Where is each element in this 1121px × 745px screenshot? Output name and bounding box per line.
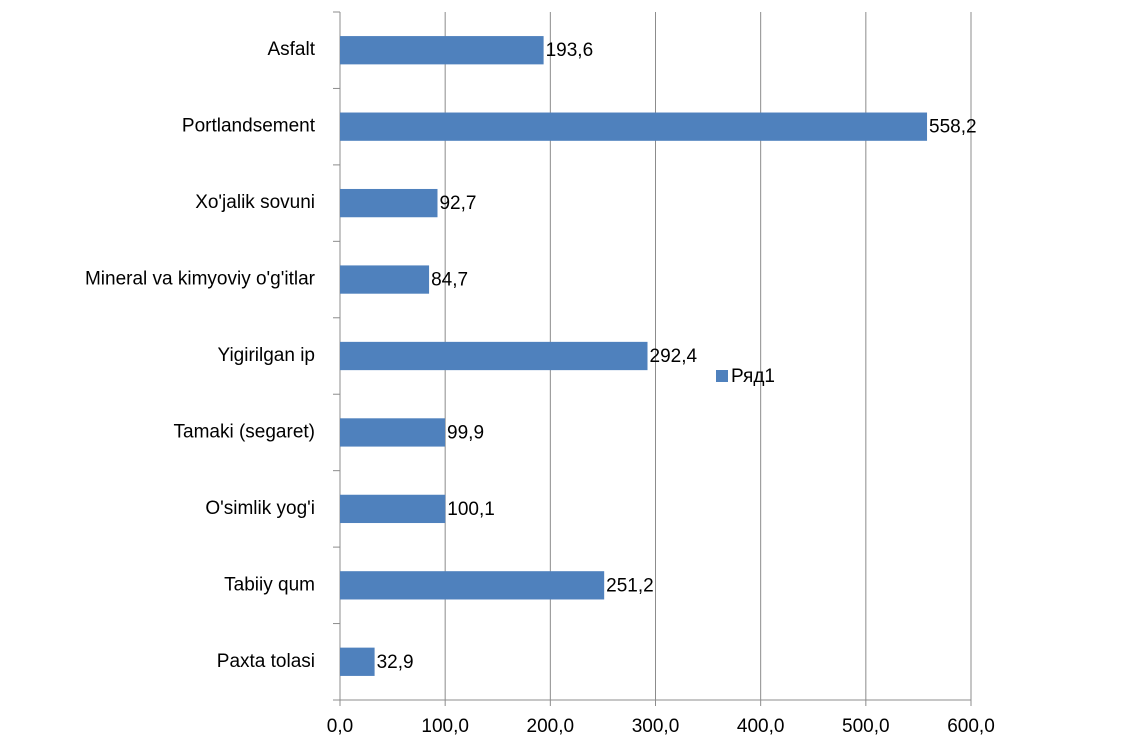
x-tick-label: 400,0 <box>737 716 785 737</box>
bar <box>340 341 648 371</box>
bar <box>340 418 446 447</box>
data-label: 251,2 <box>606 575 654 596</box>
bar <box>340 494 446 524</box>
y-tick-label: Xo'jalik sovuni <box>195 192 315 213</box>
data-label: 92,7 <box>439 193 476 214</box>
x-tick-label: 100,0 <box>421 716 469 737</box>
y-tick-label: Tamaki (segaret) <box>174 421 316 442</box>
y-tick-label: Portlandsement <box>182 116 316 137</box>
data-label: 292,4 <box>650 346 698 367</box>
data-label: 99,9 <box>447 422 484 443</box>
bar <box>340 188 438 218</box>
y-tick-label: O'simlik yog'i <box>205 498 315 519</box>
y-tick-label: Tabiiy qum <box>224 574 315 595</box>
x-tick-label: 200,0 <box>527 716 575 737</box>
legend-label: Ряд1 <box>731 366 775 387</box>
x-tick-label: 300,0 <box>632 716 680 737</box>
y-tick-label: Paxta tolasi <box>217 651 315 672</box>
y-tick-label: Mineral va kimyoviy o'g'itlar <box>85 269 316 290</box>
x-tick-label: 0,0 <box>327 716 353 737</box>
y-tick-label: Asfalt <box>267 39 315 60</box>
bar <box>340 36 544 65</box>
data-label: 84,7 <box>431 270 468 291</box>
bar <box>340 647 375 676</box>
bar <box>340 112 928 141</box>
bar <box>340 265 430 294</box>
x-tick-label: 600,0 <box>947 716 995 737</box>
data-label: 32,9 <box>377 652 414 673</box>
x-tick-label: 500,0 <box>842 716 890 737</box>
data-label: 558,2 <box>929 117 977 138</box>
data-label: 100,1 <box>447 499 495 520</box>
data-label: 193,6 <box>546 40 594 61</box>
legend-swatch <box>716 370 728 382</box>
bar <box>340 571 605 600</box>
y-tick-label: Yigirilgan ip <box>217 345 315 366</box>
